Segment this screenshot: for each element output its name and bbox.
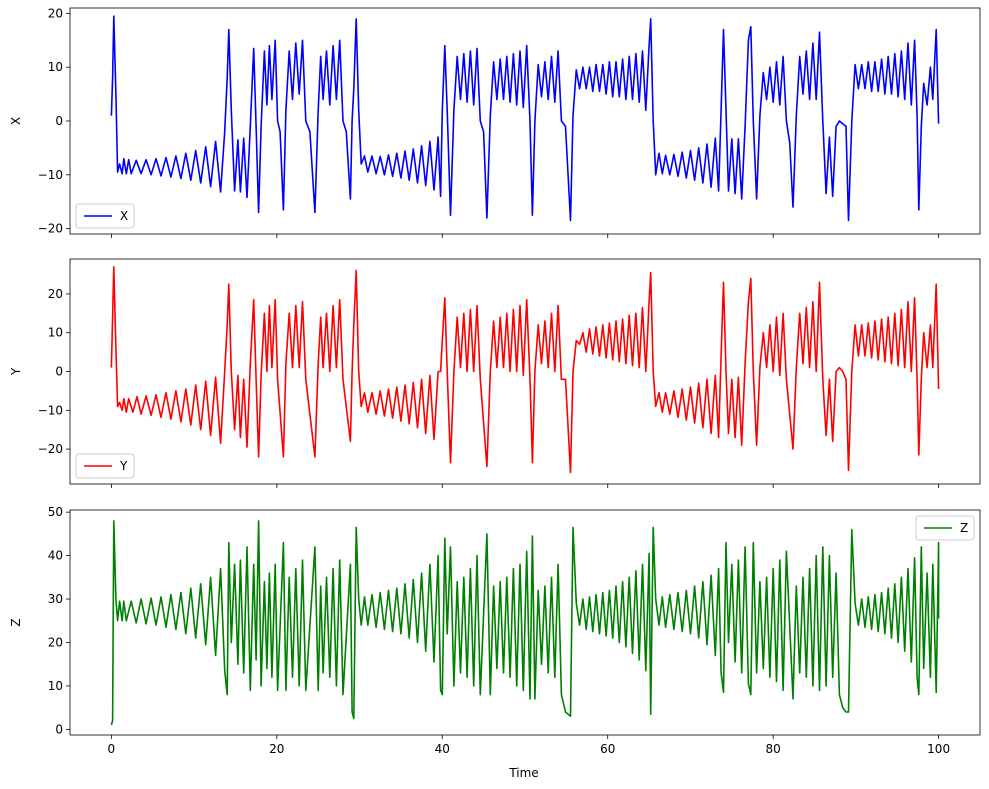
y-tick-label: 50 <box>48 505 63 519</box>
y-tick-label: 20 <box>48 6 63 20</box>
subplot-x: −20 −10 0 10 20 X X <box>9 6 981 238</box>
x-tick-label: 20 <box>269 742 284 756</box>
axes-frame <box>69 509 981 736</box>
y-tick-label: 10 <box>48 60 63 74</box>
legend-label: Y <box>119 459 128 473</box>
y-axis-label: Y <box>9 367 23 376</box>
y-axis-label: Z <box>9 618 23 626</box>
series-line-x <box>110 15 940 222</box>
y-tick-label: 40 <box>48 549 63 563</box>
y-tick-label: −10 <box>38 168 63 182</box>
x-tick-label: 100 <box>927 742 950 756</box>
legend: Z <box>915 515 975 541</box>
x-tick-label: 80 <box>766 742 781 756</box>
legend-label: Z <box>960 521 968 535</box>
legend: Y <box>75 453 135 479</box>
x-tick-label: 60 <box>600 742 615 756</box>
y-tick-label: 20 <box>48 635 63 649</box>
y-tick-label: 0 <box>55 114 63 128</box>
y-tick-label: 0 <box>55 365 63 379</box>
y-tick-label: 0 <box>55 722 63 736</box>
series-line-z <box>110 520 940 726</box>
x-tick-label: 40 <box>435 742 450 756</box>
legend-label: X <box>120 209 128 223</box>
series-line-y <box>110 266 940 474</box>
subplot-y: −20 −10 0 10 20 Y Y <box>9 258 981 488</box>
y-tick-label: 20 <box>48 287 63 301</box>
y-tick-label: −20 <box>38 442 63 456</box>
y-tick-label: 10 <box>48 679 63 693</box>
axes-frame <box>69 7 981 235</box>
subplot-z: 0 10 20 30 40 50 0 20 40 60 80 100 Z Z <box>9 505 981 756</box>
y-tick-label: −20 <box>38 222 63 236</box>
x-axis-label: Time <box>508 766 538 780</box>
y-tick-label: 10 <box>48 326 63 340</box>
y-tick-label: −10 <box>38 403 63 417</box>
y-tick-label: 30 <box>48 592 63 606</box>
legend: X <box>75 203 135 229</box>
y-axis-label: X <box>9 117 23 125</box>
x-tick-label: 0 <box>108 742 116 756</box>
